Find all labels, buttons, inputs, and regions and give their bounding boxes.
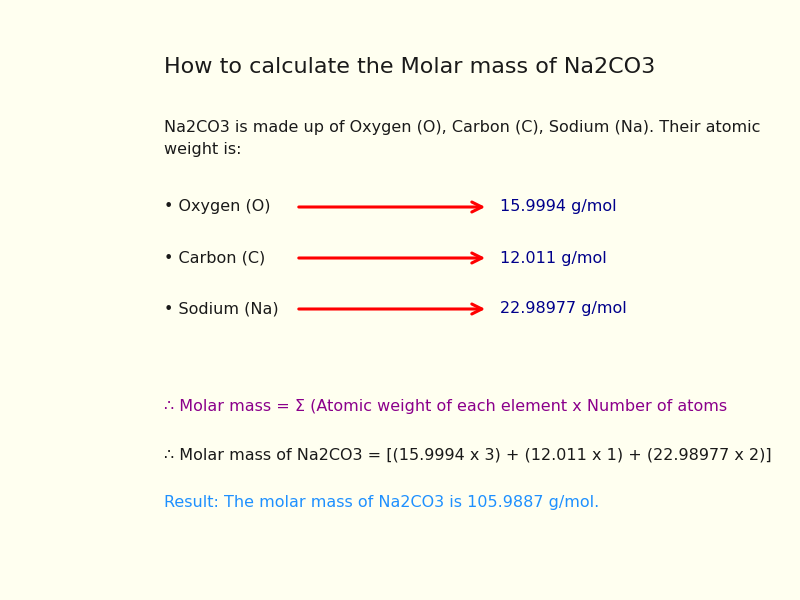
Text: 22.98977 g/mol: 22.98977 g/mol — [500, 301, 626, 317]
Text: • Oxygen (O): • Oxygen (O) — [164, 199, 270, 214]
Text: 12.011 g/mol: 12.011 g/mol — [500, 251, 606, 265]
Text: Result: The molar mass of Na2CO3 is 105.9887 g/mol.: Result: The molar mass of Na2CO3 is 105.… — [164, 495, 599, 510]
Text: • Sodium (Na): • Sodium (Na) — [164, 301, 278, 317]
Text: ∴ Molar mass = Σ (Atomic weight of each element x Number of atoms: ∴ Molar mass = Σ (Atomic weight of each … — [164, 399, 727, 414]
Text: • Carbon (C): • Carbon (C) — [164, 251, 266, 265]
Text: Na2CO3 is made up of Oxygen (O), Carbon (C), Sodium (Na). Their atomic
weight is: Na2CO3 is made up of Oxygen (O), Carbon … — [164, 120, 760, 157]
Text: How to calculate the Molar mass of Na2CO3: How to calculate the Molar mass of Na2CO… — [164, 57, 655, 77]
Text: ∴ Molar mass of Na2CO3 = [(15.9994 x 3) + (12.011 x 1) + (22.98977 x 2)]: ∴ Molar mass of Na2CO3 = [(15.9994 x 3) … — [164, 447, 772, 462]
Text: 15.9994 g/mol: 15.9994 g/mol — [500, 199, 617, 214]
